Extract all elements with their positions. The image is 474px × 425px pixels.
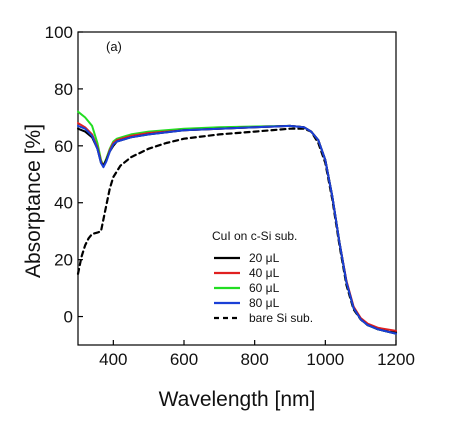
y-tick-label: 0: [64, 308, 73, 327]
series-line-80-l: [77, 124, 397, 335]
panel-label: (a): [106, 39, 122, 54]
legend-entry: 40 μL: [249, 266, 280, 280]
legend-entry: 20 μL: [249, 251, 280, 265]
x-tick-label: 1200: [377, 350, 415, 369]
y-tick-label: 80: [54, 80, 73, 99]
series-line-40-l: [77, 122, 397, 332]
legend-title: CuI on c-Si sub.: [212, 229, 297, 243]
x-tick-label: 400: [99, 350, 127, 369]
legend-entry: bare Si sub.: [249, 311, 313, 325]
x-tick-label: 600: [170, 350, 198, 369]
legend-entry: 60 μL: [249, 281, 280, 295]
x-axis-label: Wavelength [nm]: [159, 388, 316, 411]
x-tick-label: 800: [240, 350, 268, 369]
y-axis-label: Absorptance [%]: [22, 124, 45, 278]
x-tick-label: 1000: [306, 350, 344, 369]
legend-entry: 80 μL: [249, 296, 280, 310]
y-tick-label: 100: [45, 23, 73, 42]
series-line-60-l: [77, 110, 397, 335]
y-tick-label: 20: [54, 251, 73, 270]
y-tick-label: 40: [54, 194, 73, 213]
plot-frame: [77, 31, 397, 346]
y-tick-label: 60: [54, 137, 73, 156]
